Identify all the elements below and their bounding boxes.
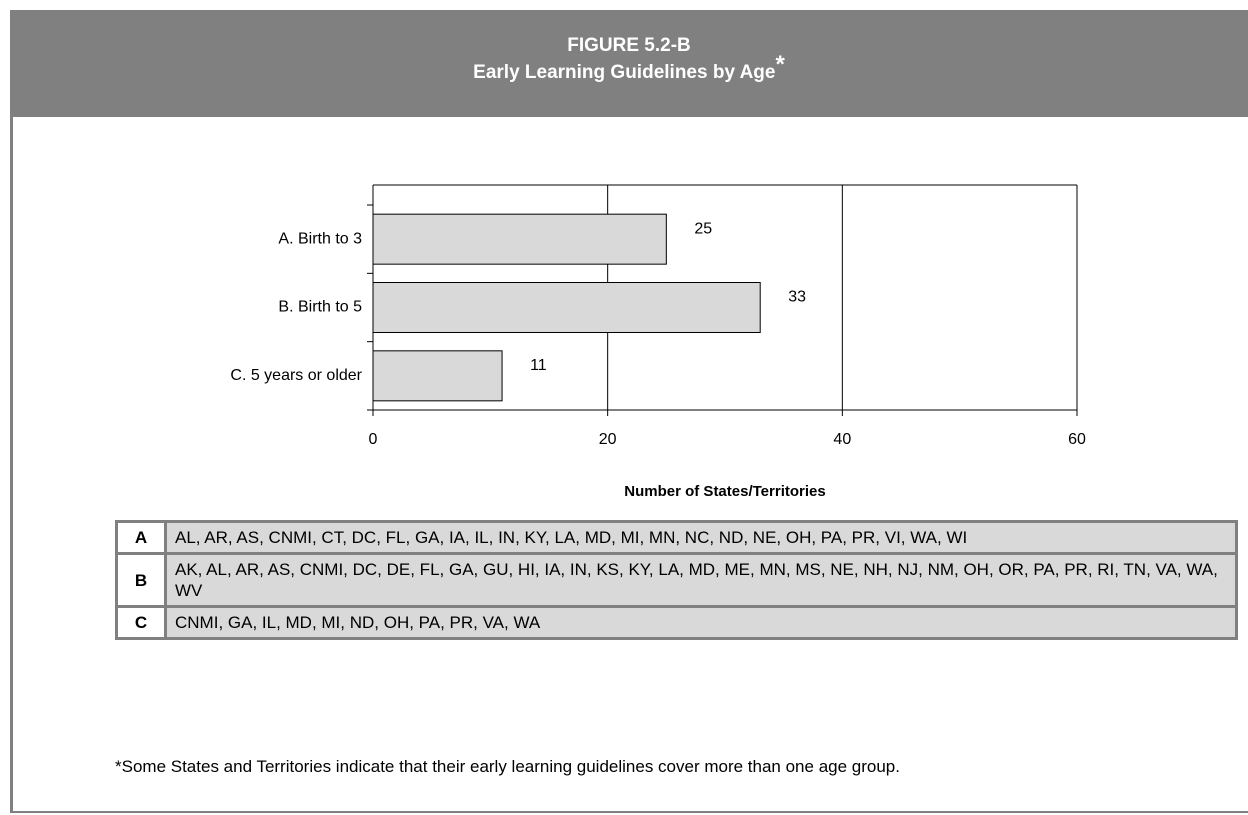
x-tick-label: 60 <box>1068 431 1086 448</box>
bar <box>372 350 503 402</box>
x-axis-label: Number of States/Territories <box>624 483 825 500</box>
row-key: C <box>115 605 167 640</box>
bar <box>372 213 667 265</box>
value-label: 11 <box>530 357 547 374</box>
x-tick-label: 20 <box>599 431 617 448</box>
row-key: B <box>115 552 167 608</box>
table-row: C CNMI, GA, IL, MD, MI, ND, OH, PA, PR, V… <box>115 605 1238 640</box>
figure-title: Early Learning Guidelines by Age* <box>10 53 1248 86</box>
table-row: B AK, AL, AR, AS, CNMI, DC, DE, FL, GA, G… <box>115 552 1238 608</box>
y-tick-label: B. Birth to 5 <box>278 299 362 316</box>
row-key: A <box>115 520 167 555</box>
row-states: AL, AR, AS, CNMI, CT, DC, FL, GA, IA, IL… <box>164 520 1238 555</box>
title-marker: * <box>775 51 785 78</box>
figure-label: FIGURE 5.2-B <box>567 35 691 56</box>
table-row: A AL, AR, AS, CNMI, CT, DC, FL, GA, IA, I… <box>115 520 1238 555</box>
x-tick-label: 0 <box>369 431 378 448</box>
value-label: 33 <box>788 289 806 306</box>
bar <box>372 282 761 333</box>
row-states: AK, AL, AR, AS, CNMI, DC, DE, FL, GA, GU… <box>164 552 1238 608</box>
state-table: A AL, AR, AS, CNMI, CT, DC, FL, GA, IA, I… <box>115 520 1238 640</box>
y-tick-label: A. Birth to 3 <box>278 230 362 247</box>
figure-frame <box>10 10 1248 813</box>
footnote: *Some States and Territories indicate th… <box>115 757 900 776</box>
y-tick-label: C. 5 years or older <box>230 367 362 384</box>
figure-header: FIGURE 5.2-B Early Learning Guidelines b… <box>10 10 1248 117</box>
x-tick-label: 40 <box>833 431 851 448</box>
row-states: CNMI, GA, IL, MD, MI, ND, OH, PA, PR, VA… <box>164 605 1238 640</box>
value-label: 25 <box>694 220 712 237</box>
title-text: Early Learning Guidelines by Age <box>473 62 776 83</box>
